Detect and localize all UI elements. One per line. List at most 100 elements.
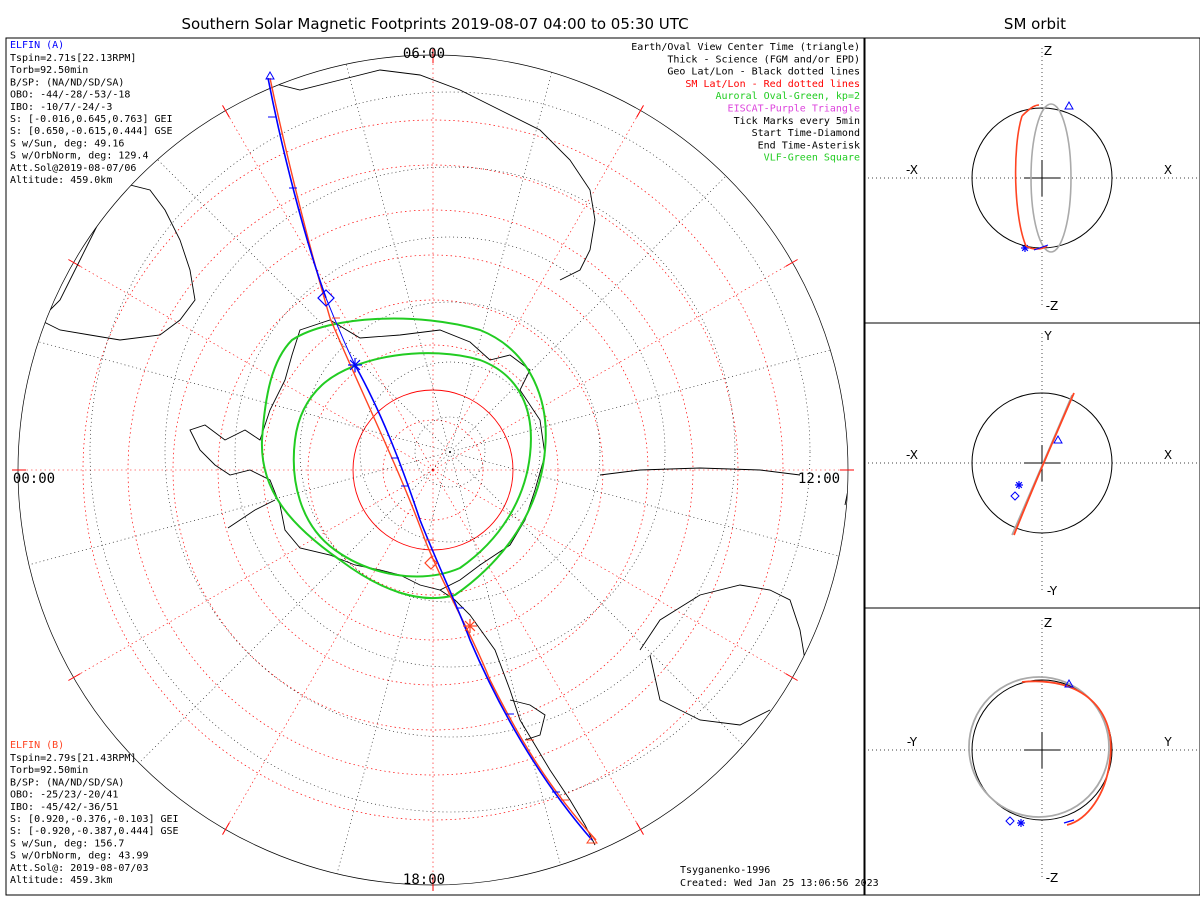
- legend: Earth/Oval View Center Time (triangle)Th…: [631, 42, 860, 164]
- sm-circle: [172, 209, 694, 731]
- sm-circle: [307, 344, 559, 596]
- legend-item: SM Lat/Lon - Red dotted lines: [685, 79, 860, 90]
- elfin-a-end-asterisk: [348, 358, 362, 372]
- map-frame: [5, 37, 865, 896]
- geo-meridian: [449, 451, 762, 764]
- elfin-a-track: [267, 77, 593, 841]
- panel-axis-label: -Y: [1047, 584, 1058, 598]
- legend-item: EISCAT-Purple Triangle: [728, 104, 860, 115]
- panel-frame-2: [864, 322, 1200, 609]
- panel-frame-3: [864, 607, 1200, 896]
- coastline: [39, 184, 196, 341]
- geo-circle: [359, 361, 541, 543]
- earth-circle: [971, 392, 1113, 534]
- elfin-b-center-triangle: [586, 835, 598, 844]
- elfin-a-start-diamond: [317, 289, 335, 307]
- panel3-diamond: [1005, 816, 1015, 826]
- auroral-oval-outer: [260, 317, 547, 599]
- sm-circle: [262, 299, 604, 641]
- created-label: Created: Wed Jan 25 13:06:56 2023: [680, 878, 879, 889]
- auroral-oval-inner: [292, 352, 532, 578]
- panel-axis-label: Y: [1043, 329, 1052, 343]
- geo-meridian: [335, 451, 451, 878]
- geo-meridian: [449, 451, 565, 878]
- geo-grid-lines: [24, 55, 848, 878]
- sm-edge-tick: [636, 105, 644, 118]
- coastline: [509, 699, 546, 741]
- sm-meridian: [225, 469, 434, 830]
- legend-item: End Time-Asterisk: [758, 140, 860, 151]
- panel3-orbit-gray: [968, 676, 1110, 818]
- elfin_b-line: OBO: -25/23/-20/41: [10, 790, 118, 801]
- elfin_a-line: Att.Sol@2019-08-07/06: [10, 163, 136, 174]
- geo-circle: [89, 91, 811, 813]
- panel2-triangle: [1053, 434, 1063, 444]
- geo-circle: [164, 166, 736, 738]
- coastlines: [39, 69, 848, 846]
- geo-circle: [299, 301, 601, 603]
- sm-edge-tick: [636, 822, 644, 835]
- coastline: [844, 329, 848, 506]
- geo-meridian: [24, 451, 451, 567]
- elfin_b-line: IBO: -45/42/-36/51: [10, 802, 118, 813]
- legend-item: VLF-Green Square: [764, 153, 860, 164]
- time-label-left: 00:00: [13, 471, 55, 487]
- legend-item: Earth/Oval View Center Time (triangle): [631, 42, 860, 53]
- elfin_b-line: S: [-0.920,-0.387,0.444] GSE: [10, 826, 179, 837]
- elfin_b-line: Torb=92.50min: [10, 765, 88, 776]
- elfin-b-track: [269, 77, 597, 841]
- panel3-asterisk: [1017, 819, 1025, 827]
- figure-title: Southern Solar Magnetic Footprints 2019-…: [181, 15, 688, 33]
- panel-axis-label: Z: [1044, 44, 1052, 58]
- time-label-top: 06:00: [403, 46, 445, 62]
- legend-item: Start Time-Diamond: [752, 128, 860, 139]
- coastline: [439, 589, 596, 846]
- elfin_a-line: S w/OrbNorm, deg: 129.4: [10, 151, 148, 162]
- panel2-asterisk: [1015, 481, 1023, 489]
- elfin_b-line: S w/Sun, deg: 156.7: [10, 838, 124, 849]
- panel2-diamond: [1010, 491, 1020, 501]
- elfin_b-line: S: [0.920,-0.376,-0.103] GEI: [10, 814, 179, 825]
- sm-meridian: [432, 110, 641, 471]
- elfin_b-line: Tspin=2.79s[21.43RPM]: [10, 753, 136, 764]
- geo-meridian: [24, 337, 451, 453]
- elfin-b-info: ELFIN (B) Tspin=2.79s[21.43RPM]Torb=92.5…: [10, 740, 179, 886]
- earth-circle: [971, 679, 1113, 821]
- panel-frame-1: [864, 37, 1200, 324]
- elfin_a-line: B/SP: (NA/ND/SD/SA): [10, 77, 124, 88]
- elfin_b-line: Altitude: 459.3km: [10, 875, 112, 886]
- sm-circle: [82, 119, 784, 821]
- panel2-orbit-red: [1013, 392, 1075, 536]
- sm-edge-tick: [68, 259, 81, 267]
- geo-meridian: [449, 55, 565, 453]
- elfin_a-line: OBO: -44/-28/-53/-18: [10, 90, 130, 101]
- elfin-a-name: ELFIN (A): [10, 40, 64, 51]
- elfin-b-end-asterisk: [463, 619, 477, 633]
- coastline: [189, 319, 546, 591]
- panel-axis-label: -X: [906, 448, 918, 462]
- sm-edge-tick: [222, 105, 230, 118]
- elfin_a-line: Altitude: 459.0km: [10, 175, 112, 186]
- geo-circle: [234, 236, 666, 668]
- sm-meridian: [73, 262, 434, 471]
- panel-axis-label: -Z: [1046, 871, 1059, 885]
- coastline: [229, 69, 596, 281]
- sm-meridian: [432, 469, 641, 830]
- coastline: [599, 467, 801, 476]
- geo-meridian: [138, 140, 451, 453]
- side-title: SM orbit: [1004, 15, 1066, 33]
- geo-meridian: [449, 451, 848, 567]
- panel-axis-label: -Y: [907, 735, 918, 749]
- elfin_b-line: S w/OrbNorm, deg: 43.99: [10, 851, 148, 862]
- elfin_a-line: IBO: -10/7/-24/-3: [10, 102, 112, 113]
- elfin_a-line: S: [0.650,-0.615,0.444] GSE: [10, 126, 173, 137]
- geo-meridian: [138, 451, 451, 764]
- sm-grid-lines: [12, 49, 854, 891]
- panel-axis-label: Z: [1044, 616, 1052, 630]
- coastline: [824, 559, 841, 681]
- elfin_b-line: B/SP: (NA/ND/SD/SA): [10, 777, 124, 788]
- panel-axis-label: -X: [906, 163, 918, 177]
- orbit-panel-2: Y -Y -X X: [868, 329, 1197, 598]
- panel-axis-label: X: [1164, 448, 1172, 462]
